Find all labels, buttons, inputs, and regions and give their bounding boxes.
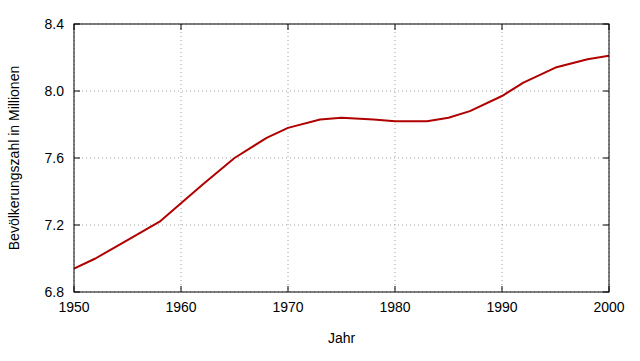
x-axis-label: Jahr	[328, 330, 356, 346]
plot-frame	[74, 24, 609, 292]
tick-mark	[502, 24, 503, 30]
tick-mark	[74, 225, 80, 226]
tick-mark	[603, 91, 609, 92]
tick-label: 2000	[593, 299, 624, 315]
tick-mark	[181, 286, 182, 292]
tick-label: 8.0	[45, 83, 65, 99]
grid-line	[181, 24, 182, 292]
tick-mark	[395, 286, 396, 292]
plot-area	[74, 56, 609, 269]
grid-line	[74, 158, 609, 159]
tick-label: 1960	[165, 299, 196, 315]
grid-line	[74, 91, 609, 92]
tick-mark	[288, 286, 289, 292]
tick-mark	[288, 24, 289, 30]
tick-mark	[74, 158, 80, 159]
tick-label: 6.8	[45, 284, 65, 300]
tick-label: 7.2	[45, 217, 65, 233]
tick-label: 1980	[379, 299, 410, 315]
y-axis-label: Bevölkerungszahl in Millionen	[6, 66, 22, 250]
tick-mark	[603, 158, 609, 159]
tick-label: 1990	[486, 299, 517, 315]
chart: 1950 1960 1970 1980 1990 2000 6.8 7.2 7.6 8.0 8.4 J…	[0, 0, 640, 361]
tick-mark	[181, 24, 182, 30]
tick-mark	[603, 225, 609, 226]
tick-mark	[74, 91, 80, 92]
tick-mark	[395, 24, 396, 30]
data-line	[74, 56, 609, 269]
tick-label: 1970	[272, 299, 303, 315]
tick-label: 1950	[58, 299, 89, 315]
tick-mark	[502, 286, 503, 292]
tick-label: 7.6	[45, 150, 65, 166]
tick-label: 8.4	[45, 16, 65, 32]
grid-line	[288, 24, 289, 292]
